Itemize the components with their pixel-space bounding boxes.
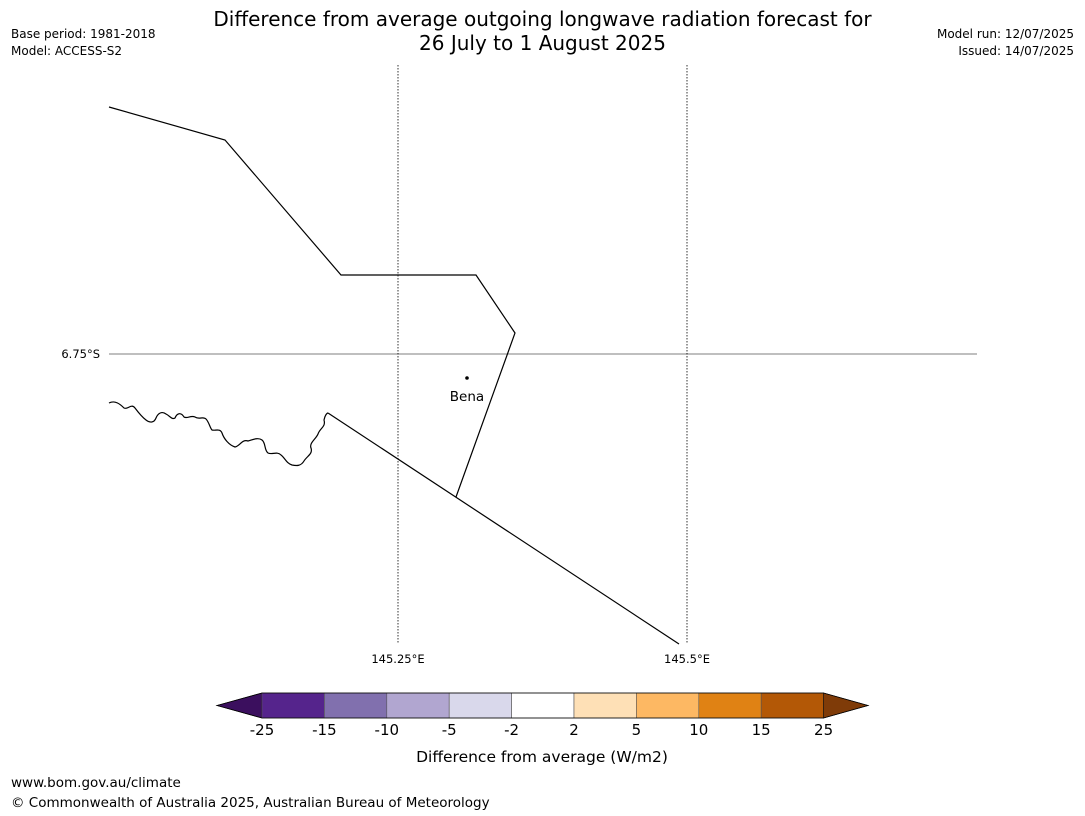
colorbar-tick-label: -10: [375, 721, 400, 739]
province-boundary: [108, 106, 516, 498]
bena-marker: [465, 376, 469, 380]
colorbar-bin: [324, 692, 388, 719]
footer-url[interactable]: www.bom.gov.au/climate: [11, 775, 181, 791]
colorbar-bin: [698, 692, 762, 719]
model-run-text: Model run: 12/07/2025: [936, 27, 1074, 41]
province-boundary-southeast: [327, 412, 680, 645]
map-title-line2: 26 July to 1 August 2025: [419, 31, 666, 55]
colorbar-tick-label: -2: [504, 721, 519, 739]
colorbar-bin: [636, 692, 700, 719]
colorbar-over-extend: [823, 692, 870, 719]
latitude-label: 6.75°S: [61, 347, 100, 361]
longitude-label-145-25: 145.25°E: [371, 652, 424, 666]
footer-copyright: © Commonwealth of Australia 2025, Austra…: [11, 795, 490, 811]
colorbar-outline: [215, 692, 870, 719]
colorbar-tick-label: 2: [569, 721, 579, 739]
colorbar-tick-label: 10: [689, 721, 708, 739]
base-period-text: Base period: 1981-2018: [11, 27, 156, 41]
colorbar: -25 -15 -10 -5 -2 2 5 10 15 25: [215, 692, 870, 739]
model-text: Model: ACCESS-S2: [11, 44, 123, 58]
colorbar-bin: [573, 692, 637, 719]
colorbar-tick-label: 25: [814, 721, 833, 739]
colorbar-bin: [511, 692, 575, 719]
longitude-label-145-5: 145.5°E: [664, 652, 710, 666]
colorbar-tick-label: 5: [632, 721, 642, 739]
colorbar-under-extend: [215, 692, 263, 719]
colorbar-tick-label: -25: [250, 721, 275, 739]
colorbar-bin: [386, 692, 450, 719]
colorbar-bin: [760, 692, 824, 719]
bena-label: Bena: [450, 389, 484, 405]
colorbar-bin: [261, 692, 325, 719]
colorbar-bin: [448, 692, 512, 719]
river-boundary: [108, 401, 329, 467]
colorbar-label: Difference from average (W/m2): [416, 748, 668, 766]
colorbar-tick-label: -5: [442, 721, 457, 739]
map-title-line1: Difference from average outgoing longwav…: [213, 7, 872, 31]
issued-text: Issued: 14/07/2025: [958, 44, 1074, 58]
colorbar-tick-label: 15: [752, 721, 771, 739]
colorbar-tick-label: -15: [312, 721, 337, 739]
